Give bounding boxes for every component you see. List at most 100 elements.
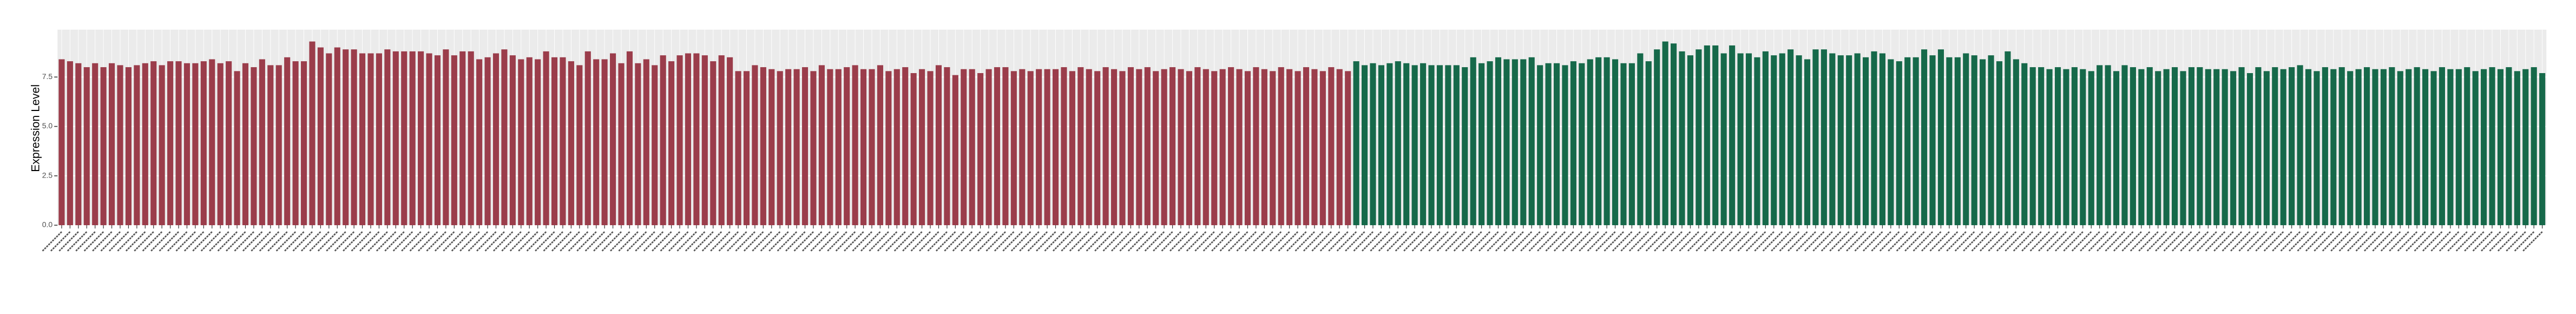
x-label-glyph	[551, 231, 572, 252]
bar	[1963, 53, 1969, 225]
x-label-glyph	[192, 231, 213, 252]
bar	[1194, 67, 1201, 225]
bar	[1654, 49, 1660, 225]
bar	[484, 57, 491, 225]
bar	[1562, 65, 1568, 225]
bar	[1127, 67, 1134, 225]
x-label-glyph	[1778, 231, 1800, 252]
bar	[159, 65, 165, 225]
x-label-glyph	[100, 231, 121, 252]
bar	[334, 47, 340, 225]
x-label-glyph	[1528, 231, 1549, 252]
bar	[1812, 49, 1819, 225]
bar	[1403, 63, 1410, 225]
bar	[1937, 49, 1944, 225]
bar	[1395, 61, 1401, 225]
bar	[1821, 49, 1827, 225]
bar	[2155, 71, 2161, 225]
x-label-glyph	[2104, 231, 2125, 252]
x-label-glyph	[626, 231, 647, 252]
bar	[560, 57, 566, 225]
x-label-glyph	[50, 231, 71, 252]
x-label-glyph	[1060, 231, 1081, 252]
x-label-glyph	[868, 231, 889, 252]
bar	[1888, 59, 1894, 225]
x-label-glyph	[150, 231, 171, 252]
bar	[267, 65, 274, 225]
bar	[392, 51, 399, 225]
x-label-glyph	[1503, 231, 1524, 252]
x-label-glyph	[2171, 231, 2192, 252]
x-label-glyph	[1904, 231, 1925, 252]
x-label-glyph	[993, 231, 1015, 252]
bar	[1846, 55, 1852, 225]
x-label-glyph	[2213, 231, 2234, 252]
bar	[668, 61, 675, 225]
bar	[343, 49, 349, 225]
bar	[359, 53, 366, 225]
x-label-glyph	[1010, 231, 1031, 252]
bar	[1771, 55, 1777, 225]
x-label-glyph	[2455, 231, 2476, 252]
bar	[1745, 53, 1752, 225]
x-label-glyph	[1929, 231, 1950, 252]
bar	[877, 65, 883, 225]
bar	[2013, 59, 2019, 225]
x-label-glyph	[1970, 231, 1992, 252]
bar	[292, 61, 299, 225]
bar	[1370, 63, 1376, 225]
x-label-glyph	[1620, 231, 1641, 252]
bar	[844, 67, 850, 225]
x-label-glyph	[2230, 231, 2251, 252]
x-label-glyph	[1946, 231, 1967, 252]
x-label-glyph	[1645, 231, 1666, 252]
bar	[1871, 51, 1877, 225]
bar	[977, 73, 984, 225]
bar	[1671, 43, 1677, 225]
x-label-glyph	[1770, 231, 1791, 252]
bar	[2172, 67, 2178, 225]
bar	[1954, 57, 1961, 225]
bar	[2088, 71, 2094, 225]
x-label-glyph	[2522, 231, 2543, 252]
x-label-glyph	[292, 231, 313, 252]
bar	[1837, 55, 1844, 225]
x-label-glyph	[1252, 231, 1273, 252]
x-label-glyph	[885, 231, 906, 252]
bar	[927, 71, 934, 225]
bar	[2021, 63, 2028, 225]
bar	[793, 69, 800, 225]
x-label-glyph	[2121, 231, 2142, 252]
x-label-glyph	[968, 231, 990, 252]
x-label-glyph	[1043, 231, 1064, 252]
x-label-glyph	[776, 231, 798, 252]
x-label-glyph	[476, 231, 497, 252]
bar	[1010, 71, 1017, 225]
bar	[2406, 69, 2412, 225]
bar	[1202, 69, 1209, 225]
x-label-glyph	[1344, 231, 1365, 252]
bar	[752, 65, 758, 225]
bar	[75, 63, 82, 225]
bar	[618, 63, 625, 225]
x-label-glyph	[517, 231, 538, 252]
x-label-glyph	[2079, 231, 2100, 252]
x-label-glyph	[509, 231, 530, 252]
bar	[961, 69, 967, 225]
bar	[1445, 65, 1451, 225]
x-label-glyph	[1277, 231, 1299, 252]
x-label-glyph	[525, 231, 547, 252]
x-label-glyph	[559, 231, 580, 252]
bar	[1754, 57, 1760, 225]
bar	[1336, 69, 1343, 225]
bar	[910, 73, 917, 225]
x-label-glyph	[425, 231, 446, 252]
x-label-glyph	[2113, 231, 2134, 252]
x-label-glyph	[225, 231, 246, 252]
x-label-glyph	[2071, 231, 2092, 252]
y-axis-label: Expression Level	[29, 84, 42, 172]
x-label-glyph	[1912, 231, 1933, 252]
bar	[2063, 69, 2069, 225]
bar	[693, 53, 700, 225]
bar	[1796, 55, 1802, 225]
